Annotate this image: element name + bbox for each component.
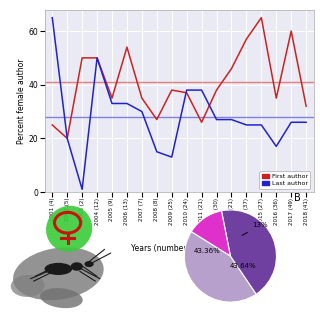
Wedge shape [191,211,230,256]
Ellipse shape [44,263,72,275]
Ellipse shape [71,262,83,271]
Ellipse shape [11,275,44,297]
Legend: First author, Last author: First author, Last author [259,171,310,189]
Wedge shape [221,210,276,294]
Text: 43.36%: 43.36% [194,248,221,254]
Ellipse shape [13,247,104,300]
Wedge shape [184,232,256,302]
Ellipse shape [40,288,83,308]
Text: 13%: 13% [242,222,268,235]
Y-axis label: Percent female author: Percent female author [17,58,26,144]
Ellipse shape [84,261,94,267]
Text: B: B [294,193,301,204]
Text: 43.64%: 43.64% [230,263,257,269]
Ellipse shape [46,206,92,252]
X-axis label: Years (number of papers): Years (number of papers) [131,244,228,253]
